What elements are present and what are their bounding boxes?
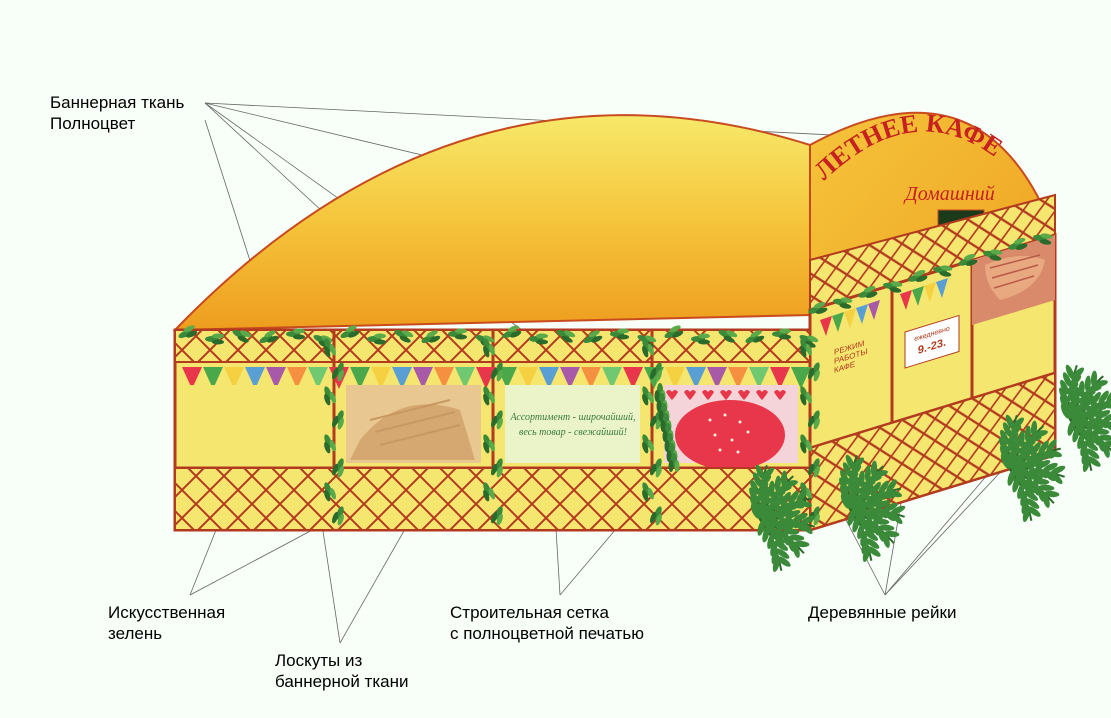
diagram-svg: ЛЕТНЕЕ КАФЕ Домашний — [0, 0, 1111, 718]
side-subtitle: Домашний — [903, 183, 995, 205]
panel-3: Ассортимент - широчайший, весь товар - с… — [505, 385, 640, 463]
svg-text:Ассортимент - широчайший,: Ассортимент - широчайший, — [509, 412, 635, 423]
svg-text:весь товар - свежайший!: весь товар - свежайший! — [519, 427, 627, 438]
panel-2 — [346, 385, 481, 463]
roof — [175, 115, 810, 330]
panel-4 — [664, 385, 798, 470]
panel-1 — [187, 385, 322, 463]
front-wall: Ассортимент - широчайший, весь товар - с… — [175, 330, 811, 530]
